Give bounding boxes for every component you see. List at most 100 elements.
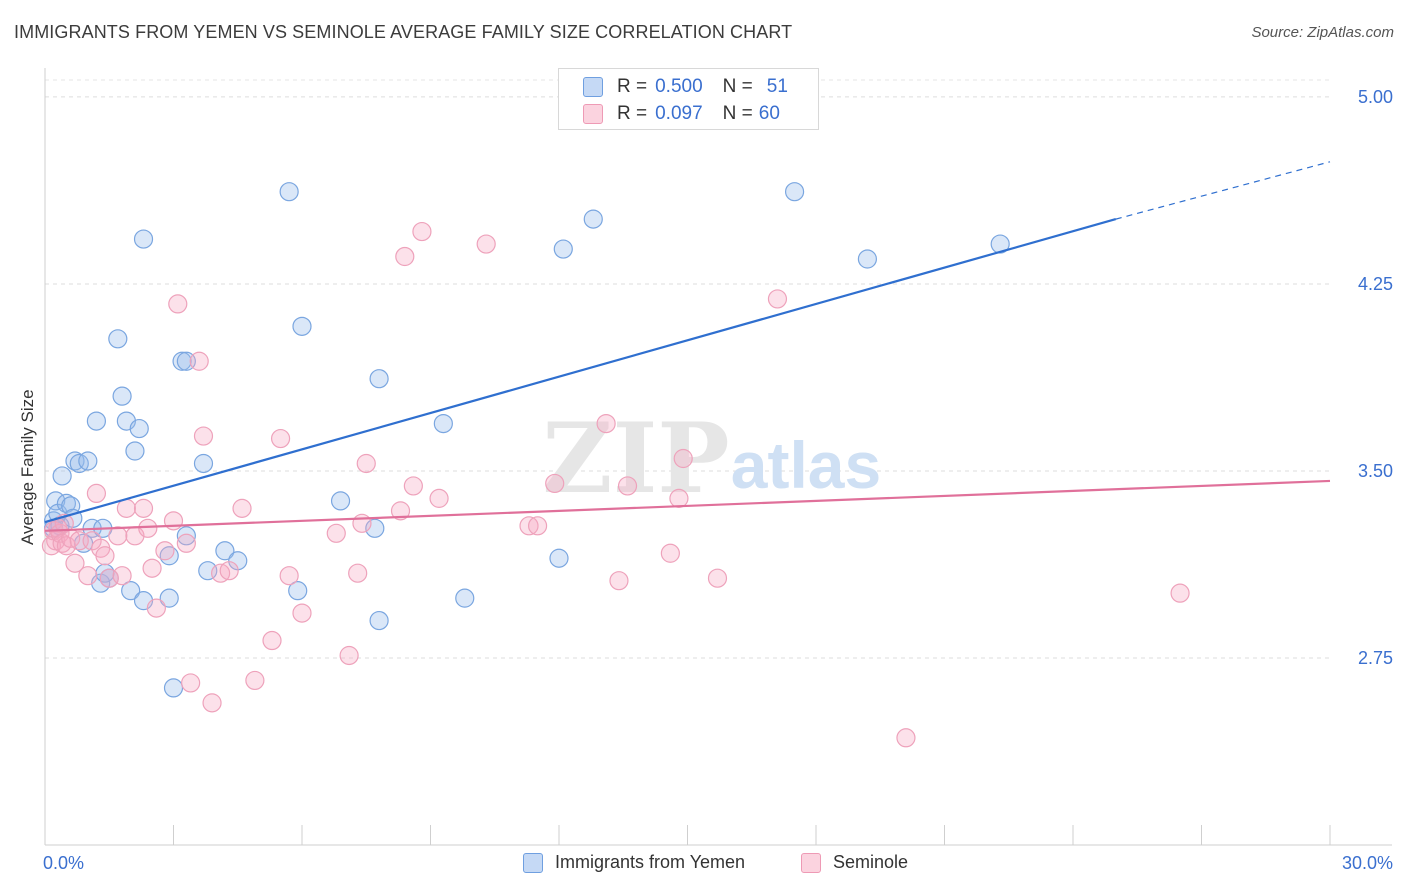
seminole-point [1170, 583, 1190, 603]
watermark-atlas: atlas [731, 428, 881, 502]
inset-legend: R = 0.500 N = 51 R = 0.097 N = 60 [558, 68, 819, 130]
seminole-point [660, 543, 680, 563]
watermark-zip: ZIP [542, 402, 729, 515]
seminole-point [133, 498, 154, 518]
yemen-point [52, 466, 72, 486]
seminole-point [176, 533, 196, 553]
yemen-point [292, 316, 312, 336]
seminole-point [112, 566, 132, 586]
yemen-point [279, 182, 299, 202]
seminole-point [262, 630, 282, 651]
legend-row-seminole: R = 0.097 N = 60 [583, 101, 780, 127]
seminole-point [545, 473, 565, 494]
seminole-point [352, 513, 372, 533]
seminole-point [348, 563, 368, 583]
seminole-point [896, 728, 916, 748]
yemen-point [857, 249, 878, 269]
seminole-point [390, 501, 411, 521]
seminole-point [155, 541, 175, 561]
yemen-point [159, 588, 179, 608]
yemen-point [193, 453, 214, 474]
seminole-point [142, 558, 162, 578]
seminole-trend-line [44, 479, 1331, 532]
seminole-point [138, 518, 158, 538]
yemen-point [215, 541, 235, 561]
y-tick-labels: 2.75 3.50 4.25 5.00 [1358, 87, 1393, 668]
yemen-point [108, 329, 128, 349]
legend-item-seminole[interactable]: Seminole [801, 852, 908, 873]
yemen-point [129, 418, 149, 439]
yemen-point [121, 581, 141, 601]
seminole-point [617, 476, 638, 496]
seminole-point [707, 568, 728, 588]
trend-lines [44, 161, 1331, 532]
seminole-point [609, 571, 629, 591]
yemen-trend-line [44, 218, 1117, 524]
y-tick-label: 5.00 [1358, 87, 1393, 107]
seminole-point [245, 670, 265, 691]
legend-n-label: N = [722, 103, 753, 124]
yemen-point [176, 526, 196, 546]
yemen-point [433, 413, 453, 434]
seminole-point [767, 289, 788, 309]
source-label: Source: ZipAtlas.com [1251, 24, 1394, 41]
seminole-point [146, 598, 166, 618]
yemen-point [455, 588, 475, 608]
yemen-trend-extension [1115, 161, 1331, 220]
yemen-point [163, 678, 184, 698]
y-tick-label: 3.50 [1358, 461, 1393, 481]
seminole-point [193, 426, 214, 446]
yemen-point [330, 491, 351, 511]
seminole-point [669, 488, 689, 508]
yemen-point [86, 411, 107, 431]
seminole-point [596, 413, 616, 434]
yemen-point [784, 182, 805, 202]
x-tick-label: 30.0% [1342, 853, 1393, 873]
legend-swatch-seminole [801, 852, 821, 873]
seminole-point [326, 523, 346, 543]
seminole-point [95, 546, 115, 566]
legend-swatch-yemen [523, 852, 543, 873]
legend-n-label: N = [722, 76, 753, 97]
seminole-point [403, 476, 423, 496]
seminole-point [476, 234, 496, 254]
legend-label-seminole: Seminole [833, 852, 909, 872]
legend-label-yemen: Immigrants from Yemen [555, 852, 746, 872]
legend-r-value: 0.097 [655, 103, 703, 124]
legend-n-value: 51 [766, 76, 788, 97]
yemen-point [288, 581, 308, 601]
legend-item-yemen[interactable]: Immigrants from Yemen [523, 852, 745, 873]
seminole-point [65, 553, 85, 573]
yemen-point [172, 351, 192, 371]
legend-row-yemen: R = 0.500 N = 51 [583, 74, 788, 100]
chart-title: IMMIGRANTS FROM YEMEN VS SEMINOLE AVERAG… [14, 22, 793, 42]
bottom-legend: Immigrants from Yemen Seminole [0, 852, 1406, 878]
legend-r-label: R = [617, 103, 648, 124]
seminole-point [108, 526, 128, 546]
seminole-point [292, 603, 312, 623]
y-tick-label: 4.25 [1358, 274, 1393, 294]
seminole-point [116, 498, 136, 518]
seminole-point [395, 246, 415, 267]
yemen-point [583, 209, 603, 229]
legend-swatch-yemen [583, 77, 603, 97]
seminole-point [673, 448, 693, 469]
y-tick-label: 2.75 [1358, 648, 1393, 668]
seminole-point [270, 428, 291, 449]
yemen-point [369, 369, 389, 389]
seminole-point [279, 566, 299, 586]
seminole-point [527, 516, 548, 536]
yemen-point [990, 234, 1010, 254]
yemen-point [369, 610, 389, 631]
seminole-point [412, 221, 432, 242]
watermark: ZIP atlas [542, 402, 881, 515]
legend-r-label: R = [617, 76, 648, 97]
yemen-point [553, 239, 573, 259]
seminole-point [181, 673, 201, 693]
x-tick-label: 0.0% [43, 853, 84, 873]
seminole-point [356, 453, 376, 474]
seminole-point [78, 566, 98, 586]
seminole-point [219, 561, 239, 581]
yemen-point [125, 441, 145, 461]
